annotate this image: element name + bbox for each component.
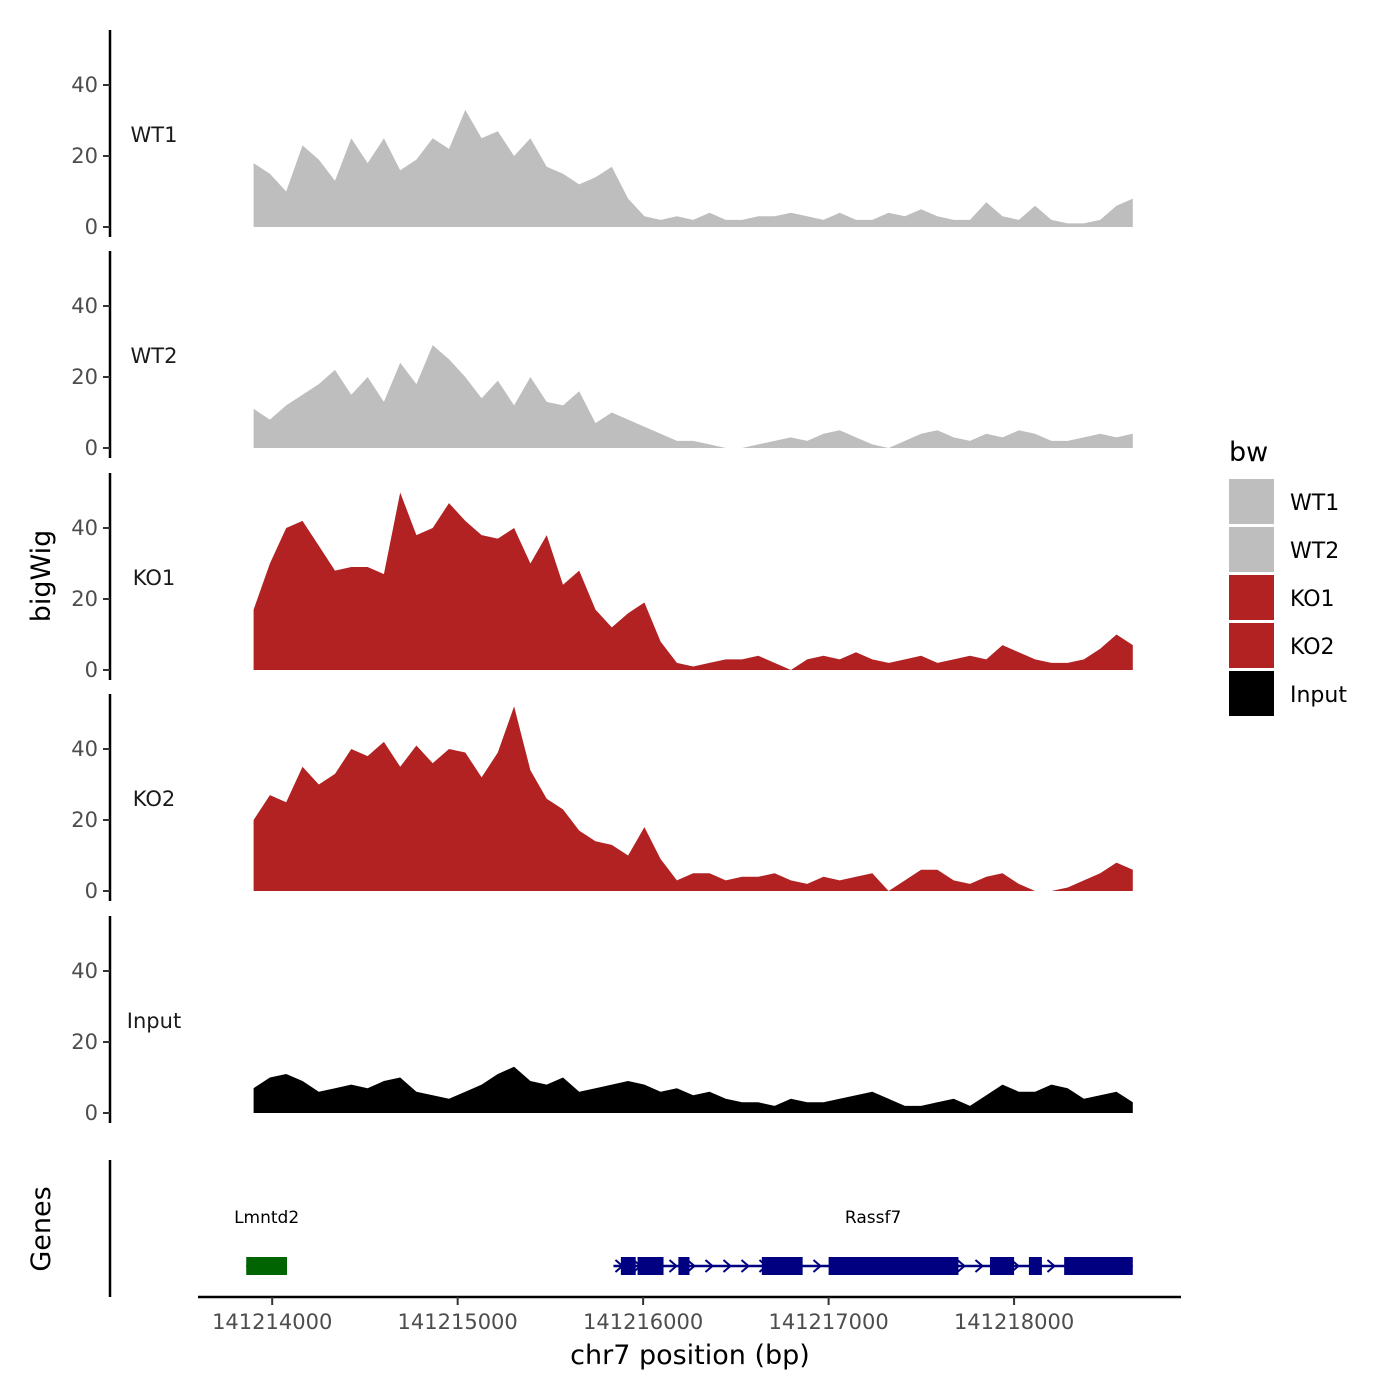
strand-arrow (740, 1259, 750, 1273)
gene-exon (637, 1257, 664, 1275)
strand-arrow (956, 1259, 966, 1273)
y-tick-label: 40 (71, 737, 98, 761)
x-tick-label: 141217000 (768, 1310, 888, 1334)
legend-item-wt2: WT2 (1229, 527, 1339, 572)
legend: bw WT1 WT2 KO1 KO2 Input (1229, 437, 1347, 716)
y-tick-label: 40 (71, 959, 98, 983)
legend-item-ko1: KO1 (1229, 575, 1335, 620)
gene-exon (678, 1257, 690, 1275)
strand-arrow (668, 1259, 678, 1273)
legend-label-input: Input (1290, 683, 1347, 708)
y-tick-label: 40 (71, 73, 98, 97)
legend-label-ko1: KO1 (1290, 587, 1335, 612)
gene-label-lmntd2: Lmntd2 (234, 1208, 299, 1228)
x-axis-title: chr7 position (bp) (570, 1340, 810, 1371)
legend-title: bw (1229, 437, 1268, 468)
gene-lmntd2: Lmntd2 (234, 1208, 299, 1275)
track-label-wt2: WT2 (131, 344, 178, 368)
legend-key-wt1 (1229, 479, 1274, 524)
x-tick-label: 141216000 (583, 1310, 703, 1334)
track-area-wt2 (253, 345, 1133, 448)
legend-item-wt1: WT1 (1229, 479, 1339, 524)
x-tick-label: 141218000 (954, 1310, 1074, 1334)
strand-arrow (974, 1259, 984, 1273)
track-panel-ko1: 0 20 40 KO1 (71, 473, 1133, 682)
y-tick-label: 20 (71, 808, 98, 832)
legend-key-ko2 (1229, 623, 1274, 668)
track-area-ko2 (253, 706, 1133, 891)
y-tick-label: 20 (71, 587, 98, 611)
gene-exon (828, 1257, 959, 1275)
gene-exon (761, 1257, 803, 1275)
gene-exon (1028, 1257, 1042, 1275)
track-area-ko1 (253, 492, 1133, 670)
x-tick-label: 141215000 (398, 1310, 518, 1334)
legend-key-wt2 (1229, 527, 1274, 572)
track-panel-wt2: 0 20 40 WT2 (71, 251, 1133, 460)
legend-label-wt2: WT2 (1290, 539, 1339, 564)
y-tick-label: 40 (71, 516, 98, 540)
track-panel-wt1: 0 20 40 WT1 (71, 30, 1133, 239)
strand-arrow (686, 1259, 696, 1273)
track-label-ko1: KO1 (133, 566, 176, 590)
strand-arrow (812, 1259, 822, 1273)
gene-rassf7: Rassf7 (613, 1208, 1133, 1275)
strand-arrow (722, 1259, 732, 1273)
gene-track: Lmntd2 Rassf7 (108, 1160, 1133, 1297)
track-area-wt1 (253, 109, 1133, 227)
strand-arrow (1046, 1259, 1056, 1273)
legend-item-input: Input (1229, 671, 1347, 716)
y-tick-label: 0 (85, 879, 98, 903)
track-label-input: Input (127, 1009, 181, 1033)
y-tick-label: 20 (71, 1030, 98, 1054)
x-tick-label: 141214000 (212, 1310, 332, 1334)
gene-exon (989, 1257, 1015, 1275)
legend-item-ko2: KO2 (1229, 623, 1335, 668)
genes-axis-title: Genes (26, 1186, 57, 1271)
gene-exon (620, 1257, 636, 1275)
y-tick-label: 0 (85, 658, 98, 682)
legend-key-input (1229, 671, 1274, 716)
track-area-input (253, 1066, 1133, 1113)
x-axis: 141214000 141215000 141216000 141217000 1412… (198, 1295, 1181, 1334)
track-label-ko2: KO2 (133, 787, 176, 811)
y-axis-title: bigWig (26, 530, 57, 623)
y-tick-label: 0 (85, 215, 98, 239)
y-tick-label: 20 (71, 365, 98, 389)
y-tick-label: 40 (71, 294, 98, 318)
strand-arrow (704, 1259, 714, 1273)
legend-label-wt1: WT1 (1290, 491, 1339, 516)
track-panel-ko2: 0 20 40 KO2 (71, 694, 1133, 903)
y-tick-label: 0 (85, 1101, 98, 1125)
y-tick-label: 20 (71, 144, 98, 168)
gene-exon (246, 1257, 288, 1275)
track-label-wt1: WT1 (131, 123, 178, 147)
signal-tracks: 0 20 40 WT1 0 20 40 WT2 0 20 40 KO1 0 20 40 KO2 0 20 40 Inp… (71, 30, 1133, 1125)
gene-exon (1064, 1257, 1133, 1275)
track-panel-input: 0 20 40 Input (71, 916, 1133, 1125)
gene-label-rassf7: Rassf7 (845, 1208, 901, 1228)
y-tick-label: 0 (85, 436, 98, 460)
legend-label-ko2: KO2 (1290, 635, 1335, 660)
legend-key-ko1 (1229, 575, 1274, 620)
